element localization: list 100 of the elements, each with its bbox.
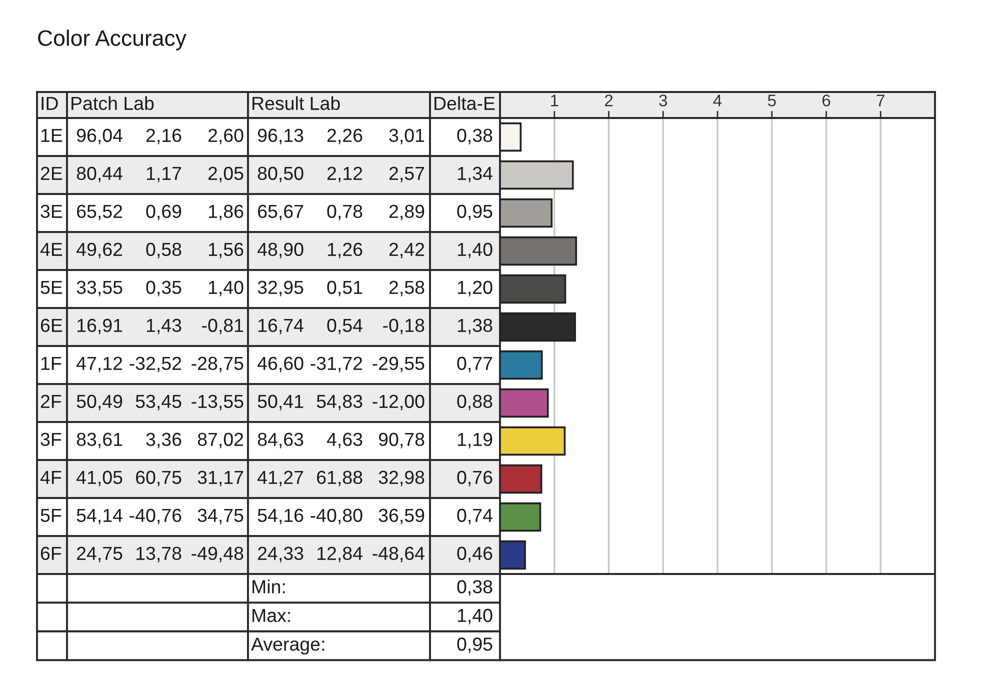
- y-tick-label: 2F: [40, 394, 62, 408]
- x2-tick-label: 5: [768, 94, 776, 106]
- text: 0,69: [146, 204, 182, 220]
- text: 16,74: [258, 318, 304, 334]
- data-label: 0,76: [457, 470, 492, 486]
- data-label: 1,34: [458, 166, 492, 182]
- data-label: 0,74: [457, 508, 492, 524]
- data-label: 1,38: [458, 318, 492, 334]
- text: 24,75: [77, 546, 122, 562]
- text: 2,05: [208, 166, 244, 182]
- text: 34,75: [198, 508, 244, 524]
- text: 0,78: [327, 204, 362, 220]
- data-label: 0,46: [457, 546, 492, 562]
- text: 3,01: [389, 128, 424, 144]
- text: -40,80: [310, 508, 362, 524]
- text: -0,18: [383, 318, 424, 334]
- text: -29,55: [372, 356, 424, 372]
- text: 1,56: [208, 242, 244, 258]
- text: 61,88: [317, 470, 362, 486]
- text: ID: [42, 96, 58, 110]
- text: 65,52: [77, 204, 122, 220]
- data-label: 1,20: [458, 280, 492, 296]
- x2-tick-label: 1: [551, 94, 558, 106]
- text: 2,16: [146, 128, 182, 144]
- text: 60,75: [136, 470, 182, 486]
- text: 0,58: [146, 242, 182, 258]
- text: Min:: [252, 580, 285, 594]
- text: 2,26: [327, 128, 362, 144]
- y-tick-label: 5E: [40, 280, 62, 294]
- text: 4,63: [326, 432, 362, 448]
- data-label: 0,38: [457, 128, 492, 144]
- y-tick-label: 6F: [40, 546, 62, 560]
- text: 83,61: [76, 432, 122, 448]
- text: 1,40: [458, 608, 492, 624]
- text: 0,95: [457, 638, 492, 653]
- text: 31,17: [198, 470, 244, 486]
- text: 33,55: [76, 280, 122, 296]
- text: 84,63: [258, 432, 304, 448]
- text: 32,95: [258, 280, 304, 296]
- text: -48,64: [372, 546, 424, 562]
- text: 50,49: [76, 394, 122, 410]
- text: 54,16: [258, 508, 304, 524]
- text: 41,05: [76, 470, 122, 486]
- text: 13,78: [136, 546, 182, 562]
- text: 36,59: [378, 508, 424, 524]
- text: 41,27: [258, 470, 304, 486]
- y-tick-label: 1F: [41, 356, 62, 370]
- x2-tick-label: 2: [604, 94, 613, 106]
- text: 2,60: [208, 128, 244, 144]
- text: 80,50: [258, 166, 304, 182]
- text: 46,60: [258, 356, 304, 372]
- text: -49,48: [192, 546, 244, 562]
- text: 2,42: [389, 242, 424, 258]
- text: Color Accuracy: [38, 30, 186, 50]
- text: 96,04: [76, 128, 122, 144]
- text: 3,36: [146, 432, 182, 448]
- y-tick-label: 2E: [40, 166, 62, 180]
- y-tick-label: 3E: [40, 204, 62, 218]
- text: -0,81: [202, 318, 244, 334]
- data-label: 1,40: [458, 242, 492, 258]
- text: 1,43: [146, 318, 182, 334]
- text: 65,67: [258, 204, 304, 220]
- text: -13,55: [192, 394, 244, 410]
- text: 0,35: [146, 280, 182, 296]
- text: 2,89: [389, 204, 424, 220]
- text: 96,13: [258, 128, 304, 144]
- text: 54,14: [76, 508, 122, 524]
- text: 0,51: [327, 280, 362, 296]
- text: 1,40: [208, 280, 244, 296]
- text: -28,75: [192, 356, 244, 372]
- text: 32,98: [378, 470, 424, 486]
- y-tick-label: 4F: [40, 470, 62, 484]
- text: 1,17: [146, 166, 182, 182]
- text: 0,54: [327, 318, 362, 334]
- text: Result Lab: [252, 96, 340, 110]
- x2-tick-label: 6: [822, 94, 830, 106]
- text: Patch Lab: [72, 96, 154, 110]
- text: 2,57: [389, 166, 424, 182]
- text: 90,78: [378, 432, 424, 448]
- text: 16,91: [78, 318, 122, 334]
- x2-tick-label: 7: [876, 94, 884, 106]
- text: 0,38: [457, 580, 492, 596]
- text: 49,62: [76, 242, 122, 258]
- text: 2,58: [389, 280, 424, 296]
- text: 50,41: [258, 394, 304, 410]
- text: 80,44: [76, 166, 122, 182]
- text: 12,84: [318, 546, 362, 562]
- y-tick-label: 1E: [41, 128, 62, 142]
- text: 48,90: [258, 242, 304, 258]
- data-label: 1,19: [458, 432, 492, 448]
- y-tick-label: 5F: [40, 508, 62, 522]
- data-label: 0,95: [457, 204, 492, 220]
- text: 1,86: [208, 204, 244, 220]
- text: 87,02: [198, 432, 244, 448]
- text: -31,72: [310, 356, 362, 372]
- text: Delta-E: [434, 96, 495, 110]
- data-label: 0,88: [457, 394, 492, 410]
- data-label: 0,77: [457, 356, 492, 372]
- y-tick-label: 4E: [40, 242, 62, 256]
- x2-tick-label: 3: [659, 94, 668, 106]
